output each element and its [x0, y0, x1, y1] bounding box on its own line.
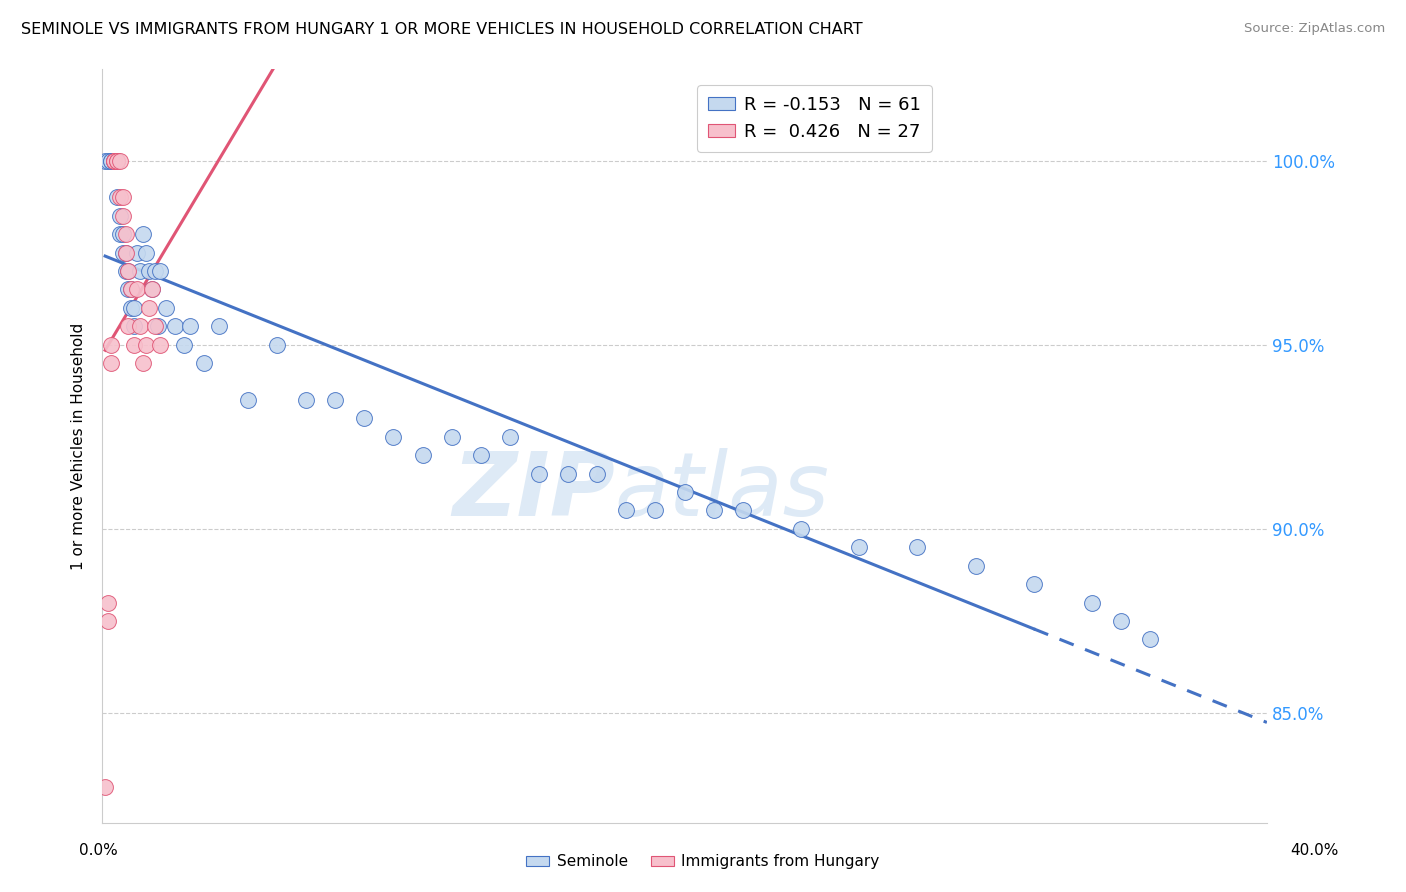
Point [155, 301, 177, 315]
Point [122, 301, 145, 315]
Legend: R = -0.153   N = 61, R =  0.426   N = 27: R = -0.153 N = 61, R = 0.426 N = 27 [697, 85, 932, 152]
Point [163, 319, 186, 334]
Point [353, 411, 375, 425]
Point [114, 227, 136, 242]
Point [132, 227, 155, 242]
Point [108, 190, 131, 204]
Point [108, 227, 131, 242]
Point [149, 264, 172, 278]
Point [105, 153, 128, 168]
Point [100, 153, 122, 168]
Point [108, 209, 131, 223]
Point [673, 485, 696, 500]
Point [105, 153, 128, 168]
Point [208, 319, 231, 334]
Point [1111, 614, 1133, 628]
Point [644, 503, 666, 517]
Point [295, 392, 318, 407]
Point [141, 283, 163, 297]
Point [149, 337, 172, 351]
Point [108, 153, 131, 168]
Point [103, 153, 125, 168]
Legend: Seminole, Immigrants from Hungary: Seminole, Immigrants from Hungary [520, 848, 886, 875]
Point [527, 467, 550, 481]
Point [94, 780, 117, 794]
Point [111, 227, 134, 242]
Point [499, 430, 522, 444]
Point [1081, 595, 1104, 609]
Point [790, 522, 813, 536]
Point [94, 153, 117, 168]
Point [114, 245, 136, 260]
Point [135, 245, 157, 260]
Point [193, 356, 215, 370]
Point [143, 319, 166, 334]
Point [117, 264, 139, 278]
Text: ZIP: ZIP [451, 448, 614, 535]
Point [120, 283, 142, 297]
Point [122, 319, 145, 334]
Point [100, 356, 122, 370]
Point [103, 153, 125, 168]
Y-axis label: 1 or more Vehicles in Household: 1 or more Vehicles in Household [72, 322, 86, 570]
Point [97, 153, 120, 168]
Point [111, 190, 134, 204]
Point [127, 283, 149, 297]
Point [114, 264, 136, 278]
Point [146, 319, 169, 334]
Point [135, 337, 157, 351]
Point [117, 319, 139, 334]
Point [138, 301, 160, 315]
Point [614, 503, 637, 517]
Point [117, 283, 139, 297]
Point [236, 392, 259, 407]
Text: atlas: atlas [614, 449, 830, 534]
Point [907, 541, 929, 555]
Point [411, 448, 433, 462]
Point [173, 337, 195, 351]
Point [111, 245, 134, 260]
Point [470, 448, 492, 462]
Point [557, 467, 579, 481]
Point [120, 283, 142, 297]
Text: 40.0%: 40.0% [1291, 843, 1339, 858]
Point [100, 337, 122, 351]
Point [97, 614, 120, 628]
Text: Source: ZipAtlas.com: Source: ZipAtlas.com [1244, 22, 1385, 36]
Point [440, 430, 463, 444]
Point [848, 541, 870, 555]
Point [141, 283, 163, 297]
Point [132, 356, 155, 370]
Point [179, 319, 201, 334]
Point [114, 245, 136, 260]
Point [103, 153, 125, 168]
Point [1139, 632, 1161, 647]
Point [120, 301, 142, 315]
Text: SEMINOLE VS IMMIGRANTS FROM HUNGARY 1 OR MORE VEHICLES IN HOUSEHOLD CORRELATION : SEMINOLE VS IMMIGRANTS FROM HUNGARY 1 OR… [21, 22, 863, 37]
Point [138, 264, 160, 278]
Point [103, 153, 125, 168]
Point [97, 595, 120, 609]
Point [111, 209, 134, 223]
Point [127, 245, 149, 260]
Point [117, 264, 139, 278]
Point [382, 430, 405, 444]
Point [129, 319, 152, 334]
Point [323, 392, 346, 407]
Point [1022, 577, 1045, 591]
Point [105, 190, 128, 204]
Point [965, 558, 987, 573]
Point [586, 467, 609, 481]
Point [703, 503, 725, 517]
Point [731, 503, 754, 517]
Point [143, 264, 166, 278]
Text: 0.0%: 0.0% [79, 843, 118, 858]
Point [105, 153, 128, 168]
Point [122, 337, 145, 351]
Point [100, 153, 122, 168]
Point [129, 264, 152, 278]
Point [266, 337, 288, 351]
